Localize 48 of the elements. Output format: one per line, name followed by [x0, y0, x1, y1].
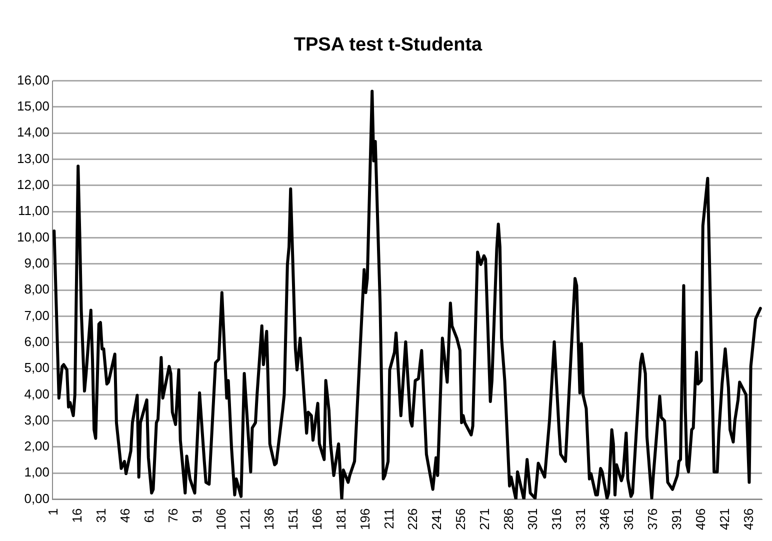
- x-tick-label: 211: [381, 508, 396, 530]
- x-tick-label: 46: [118, 508, 133, 523]
- x-tick-label: 286: [501, 508, 516, 530]
- y-tick-label: 7,00: [24, 308, 50, 323]
- y-tick-label: 13,00: [16, 150, 50, 166]
- y-tick-label: 4,00: [24, 386, 50, 402]
- x-tick-label: 61: [142, 508, 157, 523]
- y-tick-label: 0,00: [24, 490, 50, 506]
- y-tick-label: 12,00: [16, 177, 50, 192]
- y-tick-label: 9,00: [24, 255, 50, 270]
- y-tick-label: 6,00: [24, 334, 50, 349]
- x-tick-label: 316: [549, 508, 564, 530]
- y-tick-label: 16,00: [16, 72, 50, 88]
- y-tick-label: 8,00: [24, 282, 50, 297]
- x-tick-label: 31: [94, 508, 109, 523]
- chart-title: TPSA test t-Studenta: [294, 34, 483, 56]
- y-tick-label: 14,00: [16, 124, 50, 140]
- x-tick-label: 226: [405, 508, 420, 530]
- x-tick-label: 331: [573, 508, 588, 530]
- x-tick-label: 391: [668, 508, 684, 530]
- x-tick-label: 271: [477, 508, 492, 530]
- x-tick-label: 121: [237, 508, 252, 530]
- x-tick-label: 196: [357, 508, 372, 530]
- x-tick-label: 376: [644, 508, 660, 530]
- y-tick-label: 1,00: [24, 464, 50, 480]
- x-tick-label: 301: [525, 508, 540, 530]
- x-tick-label: 166: [309, 508, 324, 530]
- x-tick-label: 151: [285, 508, 300, 530]
- x-tick-label: 76: [166, 508, 181, 523]
- y-tick-label: 11,00: [18, 203, 50, 218]
- y-tick-label: 3,00: [24, 412, 50, 428]
- y-tick-label: 2,00: [24, 438, 50, 454]
- x-tick-label: 106: [213, 508, 228, 530]
- y-tick-label: 10,00: [16, 229, 50, 244]
- x-tick-label: 241: [429, 508, 444, 530]
- x-tick-label: 436: [740, 508, 756, 530]
- x-tick-label: 361: [620, 508, 636, 530]
- x-tick-label: 136: [261, 508, 276, 530]
- x-tick-label: 421: [716, 508, 732, 530]
- x-tick-label: 406: [692, 508, 708, 530]
- y-tick-label: 5,00: [24, 360, 50, 376]
- x-tick-label: 346: [596, 508, 612, 530]
- x-tick-label: 91: [190, 508, 205, 523]
- x-tick-label: 16: [70, 508, 85, 523]
- x-tick-label: 181: [333, 508, 348, 530]
- x-tick-label: 1: [46, 508, 61, 516]
- y-tick-label: 15,00: [16, 98, 50, 114]
- x-tick-label: 256: [453, 508, 468, 530]
